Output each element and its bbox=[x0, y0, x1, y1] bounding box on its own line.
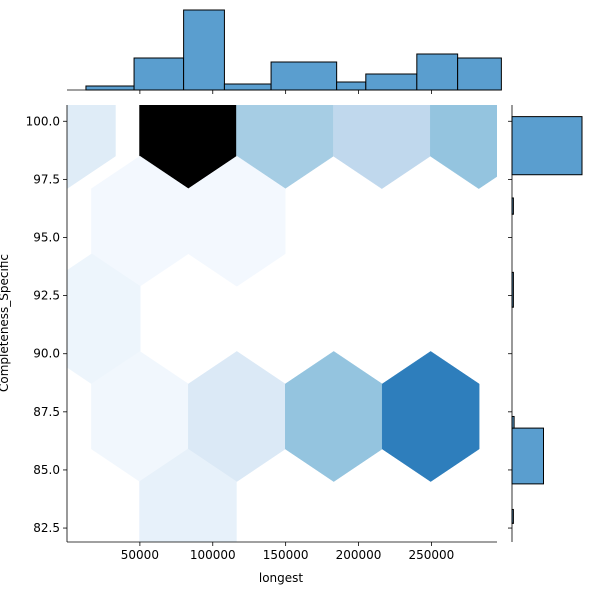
marginal-y-bar bbox=[511, 427, 544, 485]
y-tick-label: 97.5 bbox=[33, 172, 60, 186]
marginal-x-bar bbox=[223, 83, 272, 91]
hex-cell bbox=[67, 105, 116, 189]
marginal-x-bar bbox=[365, 73, 418, 91]
marginal-y-histogram bbox=[508, 105, 583, 542]
hexbin-cells bbox=[67, 105, 497, 542]
hex-cell bbox=[430, 105, 497, 189]
marginal-x-bar bbox=[416, 53, 459, 91]
axes: 50000 100000 150000 200000 250000 82.5 85.0 87.… bbox=[26, 105, 497, 562]
marginal-x-histogram bbox=[67, 9, 502, 94]
y-tick-label: 87.5 bbox=[33, 405, 60, 419]
marginal-x-bar bbox=[336, 81, 367, 91]
y-tick-label: 90.0 bbox=[33, 347, 60, 361]
x-tick-label: 100000 bbox=[190, 548, 236, 562]
y-tick-label: 85.0 bbox=[33, 463, 60, 477]
y-tick-label: 95.0 bbox=[33, 230, 60, 244]
hex-cell bbox=[188, 155, 286, 287]
marginal-x-bar bbox=[133, 57, 185, 91]
x-tick-label: 250000 bbox=[409, 548, 455, 562]
y-tick-label: 92.5 bbox=[33, 289, 60, 303]
hex-cell bbox=[285, 351, 383, 482]
x-axis-title: longest bbox=[259, 571, 304, 585]
hex-cell bbox=[333, 105, 431, 189]
hex-cell bbox=[381, 351, 480, 482]
marginal-x-bar bbox=[457, 57, 502, 91]
hex-cell bbox=[139, 448, 237, 542]
y-tick-label: 100.0 bbox=[26, 114, 60, 128]
x-tick-label: 50000 bbox=[121, 548, 159, 562]
y-tick-label: 82.5 bbox=[33, 521, 60, 535]
x-tick-label: 150000 bbox=[263, 548, 309, 562]
marginal-x-bar bbox=[85, 85, 135, 91]
x-tick-label: 200000 bbox=[336, 548, 382, 562]
y-axis-title: Completeness_Specific bbox=[0, 254, 11, 392]
marginal-y-bar bbox=[511, 116, 583, 176]
marginal-x-bar bbox=[183, 9, 225, 91]
marginal-x-bar bbox=[270, 61, 338, 91]
